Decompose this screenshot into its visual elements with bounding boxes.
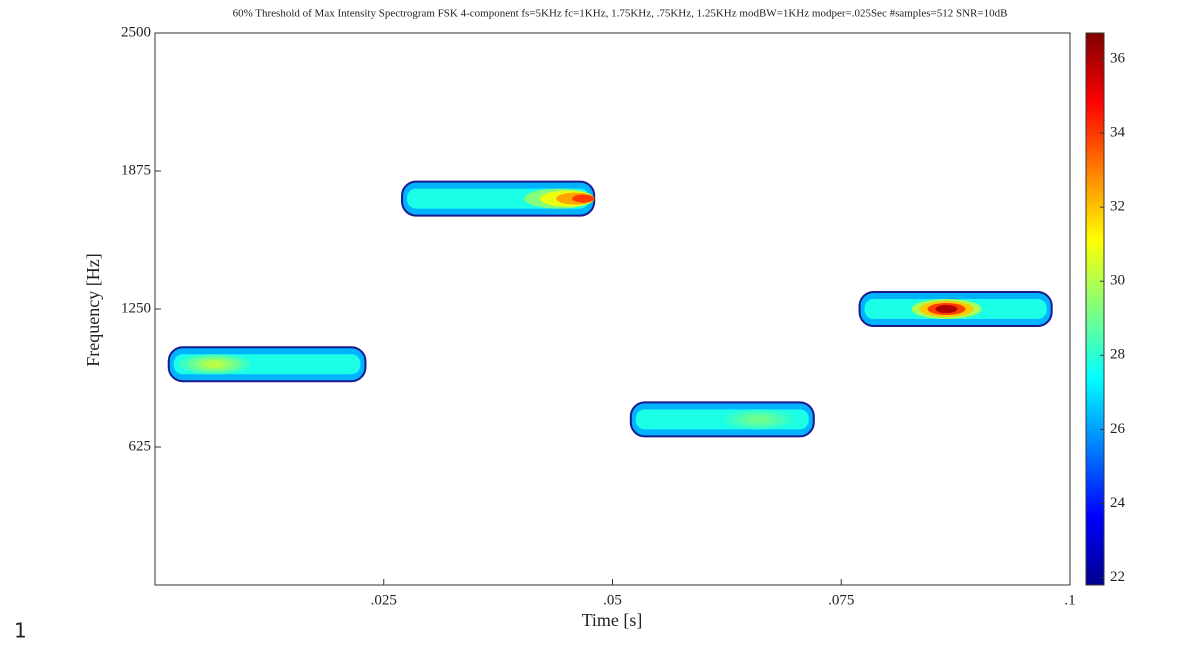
peak <box>935 305 958 313</box>
colorbar-tick-label: 36 <box>1110 50 1126 66</box>
colorbar-tick-label: 26 <box>1110 421 1126 437</box>
x-tick-label: .05 <box>603 592 622 608</box>
y-axis-label: Frequency [Hz] <box>83 253 103 366</box>
x-tick-label: .1 <box>1064 592 1075 608</box>
colorbar-tick-label: 22 <box>1110 569 1125 585</box>
page-number: 1 <box>14 619 27 643</box>
y-tick-label: 2500 <box>121 24 151 40</box>
x-tick-label: .075 <box>828 592 854 608</box>
colorbar-tick-label: 28 <box>1110 347 1125 363</box>
chart-title: 60% Threshold of Max Intensity Spectrogr… <box>233 8 1008 20</box>
colorbar-tick-label: 24 <box>1110 495 1126 511</box>
colorbar-tick-label: 32 <box>1110 199 1125 215</box>
colorbar-tick-label: 34 <box>1110 124 1126 140</box>
x-axis-label: Time [s] <box>582 610 643 630</box>
peak <box>572 194 595 203</box>
y-tick-label: 1875 <box>121 162 151 178</box>
y-tick-label: 1250 <box>121 300 151 316</box>
colorbar <box>1085 32 1105 586</box>
colorbar-tick-label: 30 <box>1110 273 1125 289</box>
y-tick-label: 625 <box>129 438 152 454</box>
x-tick-label: .025 <box>371 592 397 608</box>
peak <box>747 415 770 424</box>
peak <box>203 360 226 369</box>
